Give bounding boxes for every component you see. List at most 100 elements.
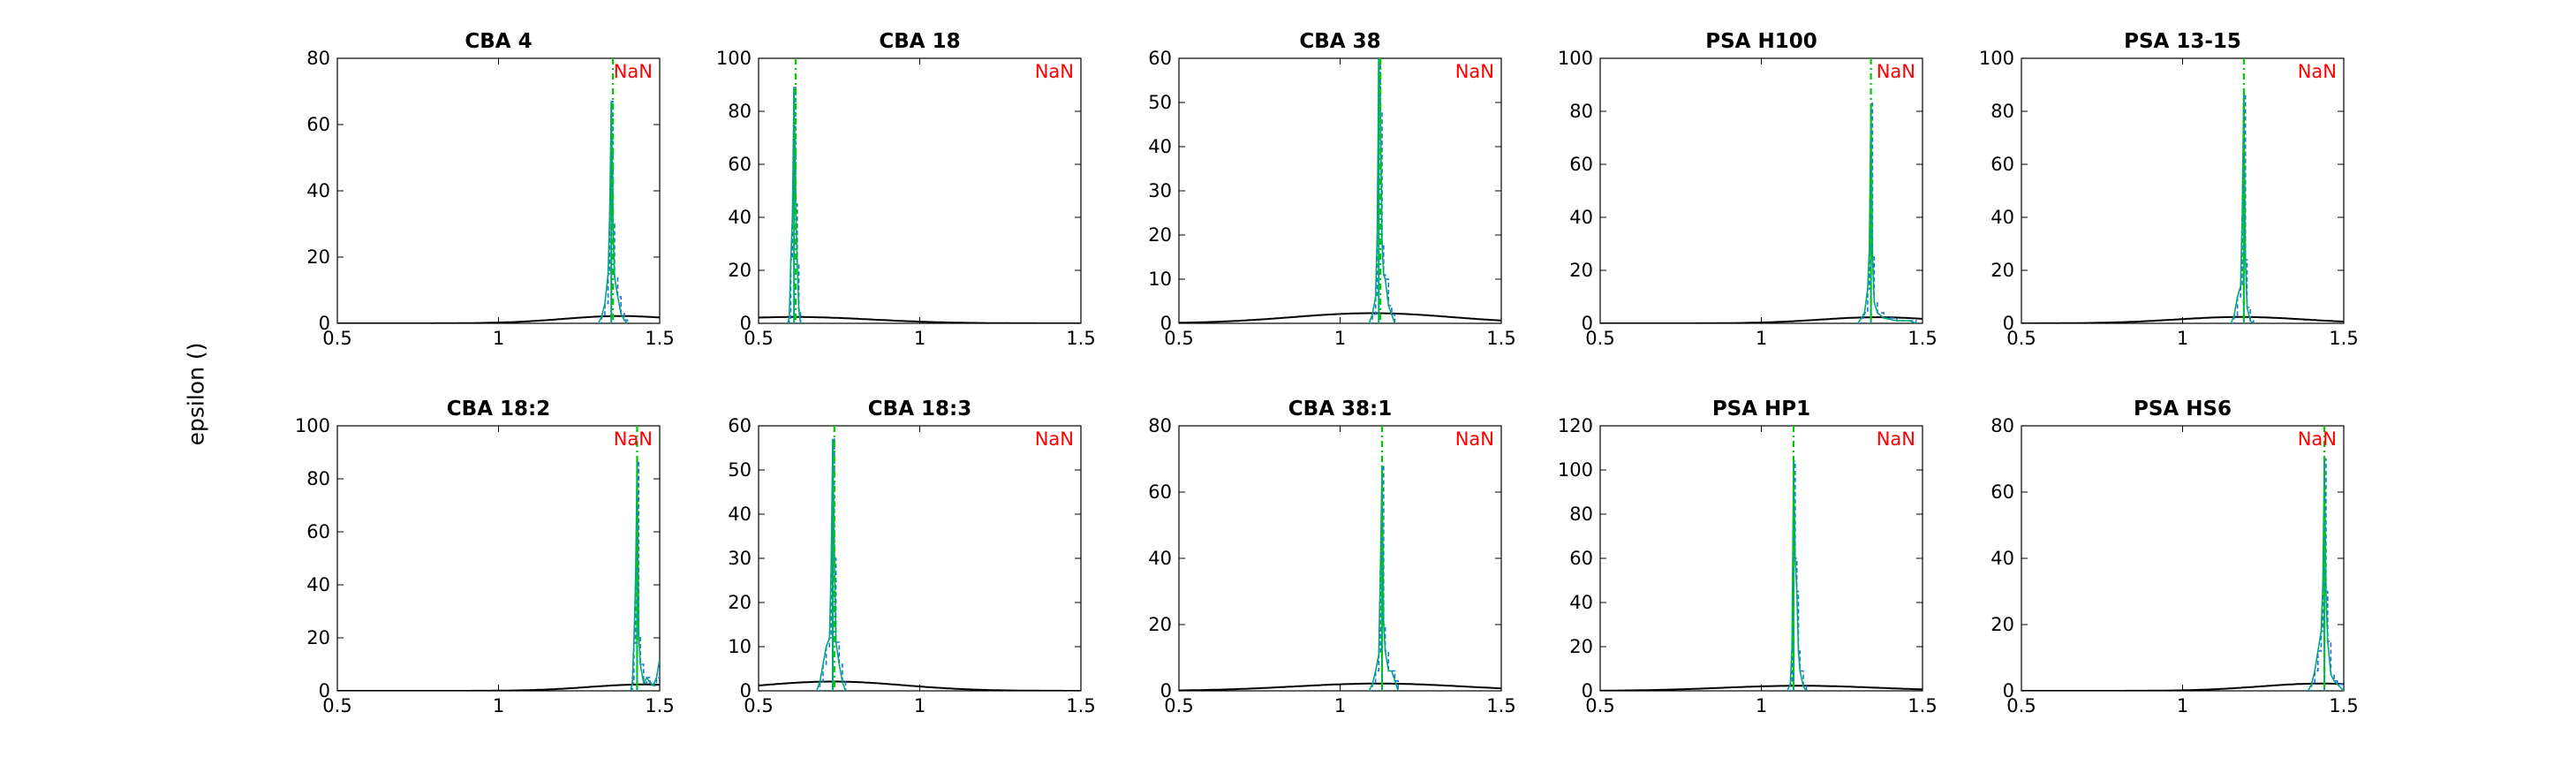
subplot-2: CBA 18 0.5 1 1.5 0 20 40 60 80 100 NaN [716,30,1096,349]
posterior-histogram [1369,465,1399,691]
plot-data [759,58,1081,323]
subplot-3: CBA 38 0.5 1 1.5 0 10 20 30 40 50 60 NaN [1148,30,1515,349]
plot-frame [758,57,1082,324]
nan-annotation: NaN [2298,428,2337,450]
nan-annotation: NaN [1877,61,1915,82]
plot-data [2021,426,2344,691]
x-tick-label: 0.5 [1585,328,1614,349]
x-tick-label: 0.5 [322,328,351,349]
nan-annotation: NaN [1035,61,1074,82]
x-tick-label: 1.5 [1907,328,1937,349]
y-tick-label: 80 [1569,101,1593,122]
plot-data [2021,58,2344,323]
y-tick-label: 0 [2003,680,2014,701]
x-tick-label: 1 [2177,695,2188,716]
y-tick-label: 40 [1569,592,1593,613]
y-tick-label: 80 [1148,415,1172,436]
y-tick-label: 0 [2003,313,2014,334]
y-tick-label: 40 [1148,548,1172,569]
posterior-line [630,459,660,691]
subplot-1: CBA 4 0.5 1 1.5 0 20 40 60 80 NaN [306,30,674,349]
x-tick-label: 0.5 [1164,695,1193,716]
plot-frame [1178,425,1502,692]
y-tick-label: 40 [306,180,330,201]
nan-annotation: NaN [2298,61,2337,82]
y-tick-label: 20 [306,246,330,268]
x-tick-label: 1.5 [1486,328,1515,349]
posterior-line [1368,58,1396,323]
y-tick-label: 60 [306,521,330,542]
y-tick-label: 0 [1582,680,1593,701]
y-tick-label: 40 [1148,136,1172,157]
subplot-title: CBA 18:2 [447,398,550,421]
plot-data [1600,426,1923,691]
y-tick-label: 40 [306,574,330,595]
subplot-title: CBA 38 [1299,30,1380,53]
x-tick-label: 1 [914,328,925,349]
x-tick-label: 1.5 [2329,695,2358,716]
x-tick-label: 1 [493,328,504,349]
y-tick-label: 20 [728,592,752,613]
plot-data [337,58,660,323]
plot-frame [1178,57,1502,324]
y-tick-label: 40 [1991,207,2014,228]
y-tick-label: 0 [319,313,330,334]
prior-curve [2021,682,2344,691]
plot-frame [336,57,661,324]
x-tick-label: 0.5 [1164,328,1193,349]
prior-curve [1600,316,1923,323]
y-tick-label: 100 [716,48,752,69]
plot-frame [2021,57,2345,324]
y-tick-label: 30 [1148,180,1172,201]
x-tick-label: 1.5 [1486,695,1515,716]
nan-annotation: NaN [1455,428,1494,450]
nan-annotation: NaN [614,61,653,82]
y-tick-label: 100 [295,415,330,436]
y-tick-label: 80 [1569,504,1593,525]
subplot-title: PSA HP1 [1712,398,1810,421]
subplot-4: PSA H100 0.5 1 1.5 0 20 40 60 80 100 NaN [1558,30,1938,349]
y-tick-label: 100 [1558,48,1593,69]
plot-data [1179,58,1501,323]
y-tick-label: 20 [1148,224,1172,246]
subplot-title: PSA H100 [1705,30,1817,53]
y-tick-label: 100 [1558,459,1593,481]
y-tick-label: 60 [1148,48,1172,69]
x-tick-label: 0.5 [1585,695,1614,716]
x-tick-label: 1.5 [2329,328,2358,349]
prior-curve [1179,682,1501,691]
y-tick-label: 60 [1148,481,1172,503]
nan-annotation: NaN [614,428,653,450]
posterior-histogram [598,101,629,323]
y-tick-label: 40 [728,504,752,525]
y-tick-label: 40 [1991,548,2014,569]
posterior-line [1786,460,1808,691]
y-tick-label: 10 [1148,269,1172,290]
posterior-line [1857,102,1917,323]
y-tick-label: 60 [1569,548,1593,569]
subplot-title: PSA HS6 [2134,398,2232,421]
plot-frame [758,425,1082,692]
subplot-5: PSA 13-15 0.5 1 1.5 0 20 40 60 80 100 NaN [1979,30,2359,349]
x-tick-label: 1 [914,695,925,716]
subplot-title: CBA 18 [879,30,960,53]
y-tick-label: 0 [1582,313,1593,334]
subplot-6: CBA 18:2 0.5 1 1.5 0 20 40 60 80 100 NaN [295,398,675,716]
y-tick-label: 20 [1569,636,1593,657]
prior-curve [1600,685,1923,691]
y-tick-label: 60 [1991,481,2014,503]
y-tick-label: 120 [1558,415,1593,436]
y-tick-label: 0 [740,680,752,701]
x-tick-label: 1 [1334,695,1346,716]
y-tick-label: 60 [728,415,752,436]
y-tick-label: 30 [728,548,752,569]
plot-frame [336,425,661,692]
prior-curve [337,315,660,323]
y-tick-label: 80 [728,101,752,122]
x-tick-label: 1.5 [1066,695,1095,716]
prior-curve [2021,315,2344,323]
x-tick-label: 1 [1756,328,1767,349]
x-tick-label: 1.5 [1907,695,1937,716]
x-tick-label: 0.5 [2006,695,2036,716]
